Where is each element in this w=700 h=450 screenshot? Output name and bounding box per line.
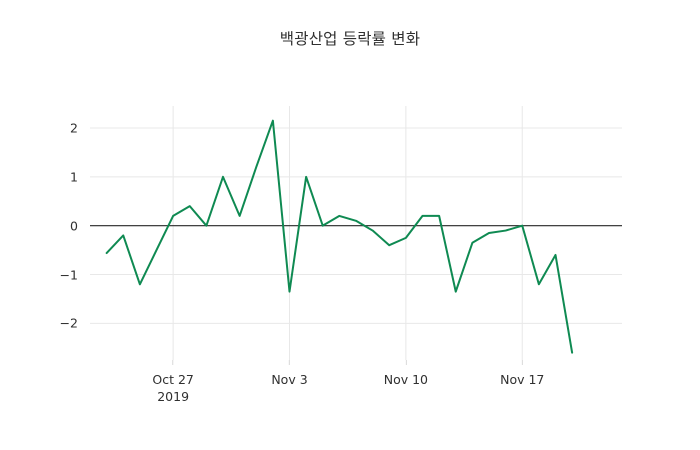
gridlines — [90, 106, 622, 360]
x-axis-tick-label: Nov 3 — [271, 372, 308, 387]
y-axis-tick-label: 1 — [70, 169, 78, 185]
x-axis-tick-group: Nov 10 — [384, 360, 428, 388]
x-axis-tick-mark — [521, 360, 523, 365]
x-axis-tick-group: Nov 17 — [500, 360, 544, 388]
y-axis-tick-label: 0 — [70, 218, 78, 234]
x-axis-tick-group: Oct 27 2019 — [152, 360, 194, 405]
zero-baseline — [90, 225, 622, 227]
x-axis-tick-mark — [288, 360, 290, 365]
y-axis-tick-label: −1 — [59, 267, 78, 283]
x-axis-tick-mark — [172, 360, 174, 365]
plot-area — [90, 106, 622, 360]
y-axis-tick-labels: 2 1 0 −1 −2 — [0, 106, 700, 360]
x-axis-tick-label: Nov 17 — [500, 372, 545, 387]
x-axis-tick-labels: Oct 27 2019 Nov 3 Nov 10 Nov 17 — [0, 360, 700, 420]
x-axis-tick-sublabel: 2019 — [157, 389, 190, 404]
x-axis-tick-label: Oct 27 — [152, 372, 194, 387]
x-axis-tick-label: Nov 10 — [383, 372, 429, 387]
y-axis-tick-label: 2 — [70, 120, 78, 136]
y-axis-tick-label: −2 — [59, 315, 78, 331]
x-axis-tick-mark — [405, 360, 407, 365]
x-axis-tick-group: Nov 3 — [271, 360, 308, 388]
series-polyline — [105, 119, 574, 354]
chart-title: 백광산업 등락률 변화 — [279, 30, 421, 48]
data-series-line — [105, 119, 574, 354]
